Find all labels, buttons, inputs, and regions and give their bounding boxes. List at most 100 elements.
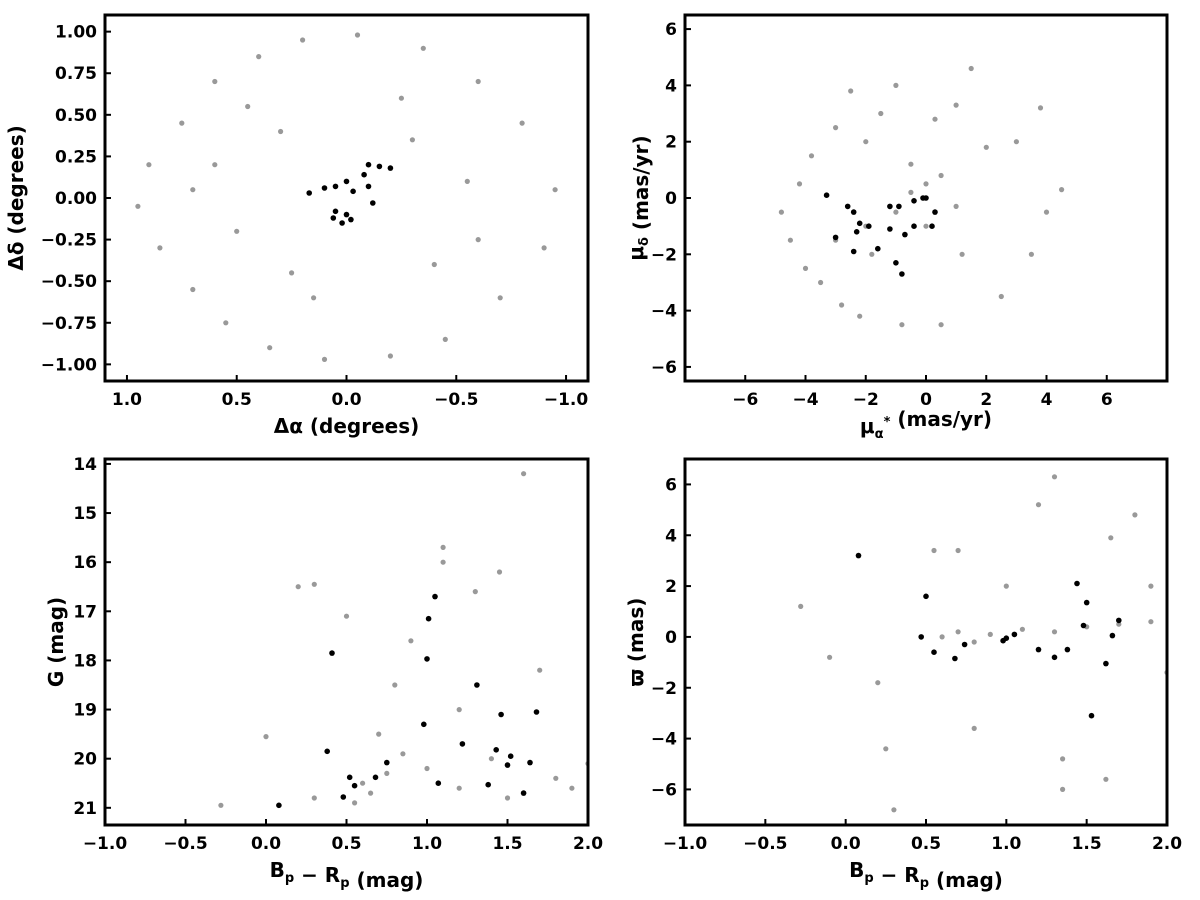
field-star-point <box>968 65 974 72</box>
field-star-point <box>552 187 558 193</box>
y-tick-label: 14 <box>73 455 97 475</box>
field-star-point <box>519 120 525 126</box>
x-tick-label: 0.0 <box>831 834 861 854</box>
member-star-point <box>931 649 937 655</box>
member-star-point <box>1088 712 1095 719</box>
y-tick-label: −4 <box>651 302 677 322</box>
field-star-point <box>778 209 785 215</box>
field-star-point <box>908 189 914 195</box>
field-star-point <box>1116 621 1122 627</box>
x-tick-label: −1.0 <box>544 390 589 410</box>
field-star-point <box>971 639 977 645</box>
member-star-point <box>365 161 372 168</box>
y-tick-label: −2 <box>651 245 677 265</box>
field-star-point <box>938 322 944 328</box>
field-star-point <box>987 631 993 638</box>
y-tick-label: −0.75 <box>41 314 97 334</box>
field-star-point <box>343 613 350 619</box>
field-star-point <box>256 54 262 60</box>
y-tick-label: −2 <box>651 679 677 699</box>
x-tick-label: 2.0 <box>1152 834 1182 854</box>
field-star-point <box>190 286 196 293</box>
field-star-point <box>157 245 163 251</box>
x-axis-label: Δα (degrees) <box>274 414 420 438</box>
field-star-point <box>1103 776 1109 782</box>
y-tick-label: 2 <box>665 577 677 597</box>
x-tick-label: −4 <box>792 390 818 410</box>
x-tick-label: −0.5 <box>163 834 207 854</box>
member-star-point <box>527 759 533 766</box>
field-star-point <box>311 581 317 587</box>
field-star-point <box>955 547 961 554</box>
member-star-point <box>276 802 282 809</box>
member-star-point <box>330 215 337 221</box>
member-star-point <box>425 615 432 622</box>
x-tick-label: 1.5 <box>492 834 522 854</box>
field-star-point <box>1132 512 1138 518</box>
panel-cmd: −1.0 −0.5 0.0 0.5 1.0 1.5 2.0 14 15 16 17 18 19 20 21 B… <box>44 455 603 892</box>
y-tick-label: 4 <box>665 526 677 546</box>
x-tick-label: 1.5 <box>1072 834 1102 854</box>
member-star-point <box>340 794 347 800</box>
panel-pm: −6 −4 −2 0 2 4 6 −6 −4 −2 0 2 4 6 μα* (mas/yr) μδ (mas/… <box>624 13 1169 442</box>
field-star-point <box>857 313 863 319</box>
field-star-point <box>1060 786 1066 793</box>
field-star-point <box>212 78 218 85</box>
field-star-point <box>808 153 815 159</box>
field-star-point <box>953 203 959 209</box>
member-star-point <box>520 790 527 796</box>
field-star-point <box>878 110 884 117</box>
field-star-point <box>267 345 273 351</box>
field-star-point <box>798 603 804 610</box>
field-star-point <box>1028 251 1034 257</box>
member-star-point <box>361 171 367 178</box>
y-tick-label: 0.25 <box>55 147 97 167</box>
x-tick-label: 0.0 <box>331 390 361 410</box>
field-star-point <box>923 181 929 187</box>
x-axis-label: Bp − Rp (mag) <box>849 858 1003 892</box>
field-star-point <box>440 559 446 565</box>
member-star-point <box>387 165 394 171</box>
y-tick-label: 19 <box>73 701 97 721</box>
field-star-point <box>212 162 218 168</box>
field-star-point <box>497 295 503 301</box>
y-tick-label: 0.00 <box>55 189 97 209</box>
field-star-point <box>223 320 229 326</box>
field-star-point <box>475 78 481 85</box>
field-star-point <box>883 746 889 752</box>
x-axis-label: μα* (mas/yr) <box>860 407 992 442</box>
member-star-point <box>1074 580 1080 587</box>
member-star-point <box>1116 617 1122 624</box>
field-star-point <box>1035 502 1042 508</box>
member-star-point <box>896 203 902 210</box>
member-star-point <box>911 198 917 204</box>
field-star-point <box>818 279 824 286</box>
y-tick-label: 16 <box>73 553 97 573</box>
x-tick-label: 2.0 <box>573 834 603 854</box>
field-star-point <box>408 638 414 644</box>
field-star-point <box>376 731 382 737</box>
field-star-point <box>352 800 358 806</box>
member-star-point <box>853 229 860 235</box>
field-star-point <box>504 795 511 801</box>
x-axis-label: Bp − Rp (mag) <box>270 858 424 892</box>
panel-plx: −1.0 −0.5 0.0 0.5 1.0 1.5 2.0 −6 −4 −2 0 2 4 6 Bp − Rp… <box>624 457 1182 892</box>
field-star-point <box>1148 583 1154 589</box>
field-star-point <box>1108 535 1114 541</box>
member-star-point <box>1103 660 1109 667</box>
member-star-point <box>365 183 372 190</box>
field-star-point <box>839 302 845 308</box>
member-star-point <box>329 650 335 656</box>
field-star-point <box>289 270 295 276</box>
member-star-point <box>856 220 863 227</box>
x-tick-label: −1.0 <box>663 834 708 854</box>
y-tick-label: −6 <box>651 358 677 378</box>
field-star-point <box>456 707 462 713</box>
x-tick-label: 1.0 <box>991 834 1021 854</box>
y-tick-label: 15 <box>73 504 97 524</box>
field-star-point <box>135 203 141 209</box>
y-axis-label: G (mag) <box>44 597 68 687</box>
member-star-point <box>346 774 353 781</box>
x-tick-label: 0.5 <box>911 834 941 854</box>
